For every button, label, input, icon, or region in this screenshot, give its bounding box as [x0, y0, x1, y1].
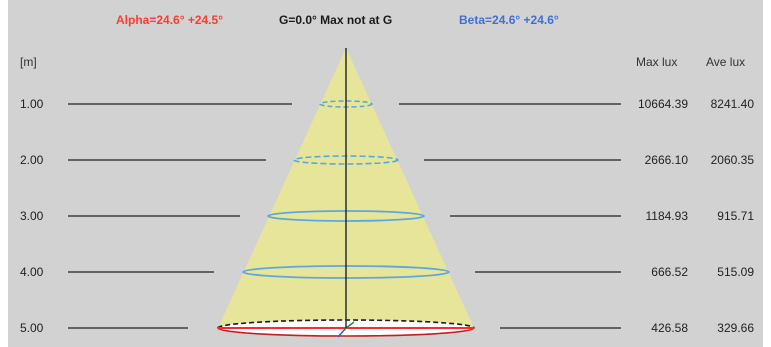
- max-lux-value: 426.58: [651, 321, 688, 335]
- max-lux-value: 1184.93: [645, 209, 689, 223]
- max-lux-header: Max lux: [636, 55, 678, 69]
- g-angle-label: G=0.0° Max not at G: [279, 13, 393, 27]
- distance-label: 3.00: [20, 209, 44, 223]
- max-lux-value: 2666.10: [644, 153, 688, 167]
- ave-lux-value: 329.66: [717, 321, 754, 335]
- ave-lux-value: 915.71: [717, 209, 754, 223]
- ave-lux-header: Ave lux: [706, 55, 746, 69]
- max-lux-value: 666.52: [651, 265, 688, 279]
- ave-lux-value: 8241.40: [710, 97, 754, 111]
- distance-label: 5.00: [20, 321, 44, 335]
- distance-label: 1.00: [20, 97, 44, 111]
- distance-unit-label: [m]: [20, 55, 37, 69]
- alpha-angle-label: Alpha=24.6° +24.5°: [116, 13, 223, 27]
- distance-label: 2.00: [20, 153, 44, 167]
- beta-angle-label: Beta=24.6° +24.6°: [459, 13, 559, 27]
- distance-label: 4.00: [20, 265, 44, 279]
- ave-lux-value: 2060.35: [710, 153, 754, 167]
- ave-lux-value: 515.09: [717, 265, 754, 279]
- max-lux-value: 10664.39: [637, 97, 688, 111]
